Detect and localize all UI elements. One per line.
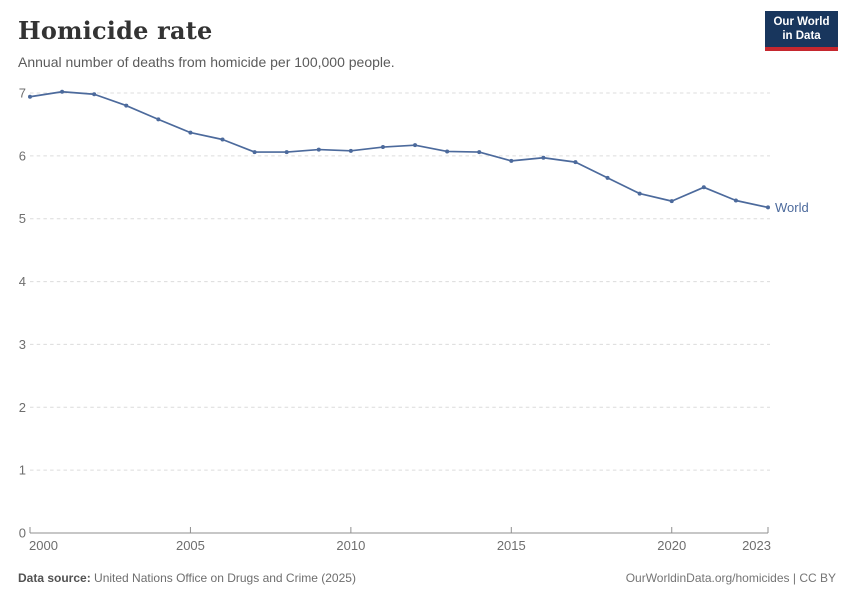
page-title: Homicide rate [18, 16, 213, 45]
x-tick-label: 2020 [657, 538, 686, 553]
x-tick-label: 2010 [336, 538, 365, 553]
data-point-marker[interactable] [477, 150, 482, 155]
x-tick-label: 2023 [742, 538, 771, 553]
data-point-marker[interactable] [188, 130, 193, 135]
data-source-text: United Nations Office on Drugs and Crime… [90, 571, 356, 585]
data-point-marker[interactable] [669, 199, 674, 204]
data-point-marker[interactable] [60, 89, 65, 94]
data-point-marker[interactable] [541, 155, 546, 160]
chart-subtitle: Annual number of deaths from homicide pe… [18, 54, 395, 70]
series-end-label: World [775, 200, 809, 215]
data-point-marker[interactable] [348, 148, 353, 153]
data-point-marker[interactable] [220, 137, 225, 142]
data-point-marker[interactable] [252, 150, 257, 155]
y-tick-label: 0 [19, 526, 26, 541]
y-tick-label: 1 [19, 463, 26, 478]
chart-footer: Data source: United Nations Office on Dr… [18, 571, 836, 585]
data-point-marker[interactable] [284, 150, 289, 155]
x-tick-label: 2005 [176, 538, 205, 553]
chart-header: Homicide rate Annual number of deaths fr… [18, 16, 395, 70]
data-point-marker[interactable] [605, 175, 610, 180]
data-point-marker[interactable] [733, 198, 738, 203]
data-point-marker[interactable] [380, 145, 385, 150]
data-source-label: Data source: [18, 571, 91, 585]
y-tick-label: 2 [19, 400, 26, 415]
owid-logo[interactable]: Our World in Data [765, 11, 838, 51]
x-tick-label: 2015 [497, 538, 526, 553]
data-point-marker[interactable] [766, 205, 770, 210]
x-tick-label: 2000 [29, 538, 58, 553]
owid-logo-line2: in Data [782, 29, 821, 42]
world-line-series[interactable] [29, 90, 769, 209]
data-point-marker[interactable] [316, 147, 321, 152]
y-tick-label: 3 [19, 337, 26, 352]
data-point-marker[interactable] [92, 92, 97, 97]
y-tick-label: 5 [19, 211, 26, 226]
owid-logo-line1: Our World [773, 16, 830, 28]
data-point-marker[interactable] [413, 143, 418, 148]
y-tick-label: 4 [19, 274, 26, 289]
data-source: Data source: United Nations Office on Dr… [18, 571, 356, 585]
y-tick-label: 7 [19, 86, 26, 101]
y-tick-label: 6 [19, 148, 26, 163]
data-point-marker[interactable] [28, 94, 32, 99]
data-point-marker[interactable] [637, 191, 642, 196]
data-point-marker[interactable] [573, 160, 578, 165]
data-point-marker[interactable] [156, 117, 161, 122]
data-point-marker[interactable] [701, 185, 706, 190]
data-point-marker[interactable] [124, 103, 129, 108]
line-chart: 0 1 2 3 4 5 6 7 2000 2005 2010 2015 2020 2023 World [19, 86, 809, 554]
data-point-marker[interactable] [445, 149, 450, 154]
data-point-marker[interactable] [509, 158, 514, 163]
license-link[interactable]: OurWorldinData.org/homicides | CC BY [625, 571, 836, 585]
